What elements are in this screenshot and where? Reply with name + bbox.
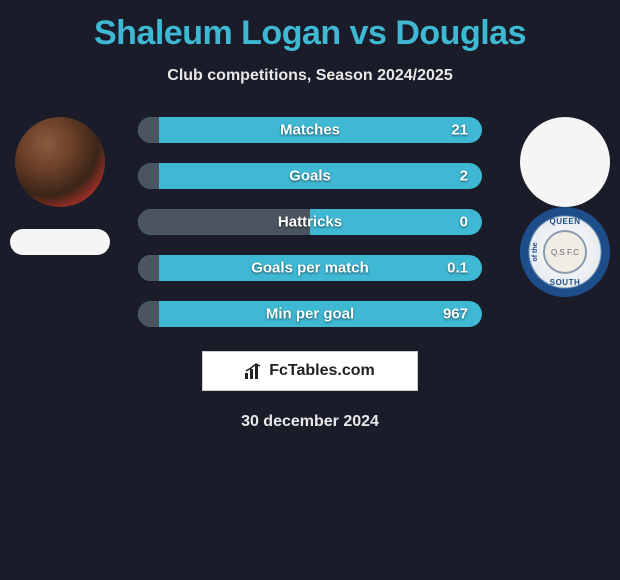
stat-fill-left	[138, 163, 159, 189]
stat-fill-left	[138, 301, 159, 327]
stat-row: Hattricks 0	[138, 209, 482, 235]
player-left-column	[10, 117, 110, 255]
stat-label: Goals	[289, 168, 331, 185]
player-right-column: of the Q.S F.C	[520, 117, 610, 297]
footer-date: 30 december 2024	[0, 413, 620, 431]
player-left-team-badge	[10, 229, 110, 255]
stat-row: Min per goal 967	[138, 301, 482, 327]
stat-label: Min per goal	[266, 306, 354, 323]
badge-text-left: of the	[532, 242, 539, 261]
stats-list: Matches 21 Goals 2 Hattricks 0 Goals per match…	[138, 117, 482, 327]
stat-label: Hattricks	[278, 214, 342, 231]
stat-fill-left	[138, 255, 159, 281]
page-title: Shaleum Logan vs Douglas	[0, 0, 620, 53]
brand-text: FcTables.com	[269, 362, 375, 380]
stat-value-right: 967	[443, 306, 468, 323]
subtitle: Club competitions, Season 2024/2025	[0, 67, 620, 85]
stat-value-right: 0.1	[447, 260, 468, 277]
badge-inner: Q.S F.C	[543, 230, 587, 274]
comparison-content: of the Q.S F.C Matches 21 Goals 2 Hattricks 0…	[0, 117, 620, 431]
stat-row: Matches 21	[138, 117, 482, 143]
stat-label: Matches	[280, 122, 340, 139]
stat-value-right: 21	[451, 122, 468, 139]
stat-row: Goals 2	[138, 163, 482, 189]
player-left-avatar	[15, 117, 105, 207]
stat-row: Goals per match 0.1	[138, 255, 482, 281]
player-right-team-badge: of the Q.S F.C	[520, 207, 610, 297]
stat-value-right: 0	[460, 214, 468, 231]
brand-box[interactable]: FcTables.com	[202, 351, 418, 391]
player-right-avatar	[520, 117, 610, 207]
stat-fill-left	[138, 117, 159, 143]
stat-label: Goals per match	[251, 260, 369, 277]
bar-chart-icon	[245, 363, 263, 379]
stat-value-right: 2	[460, 168, 468, 185]
